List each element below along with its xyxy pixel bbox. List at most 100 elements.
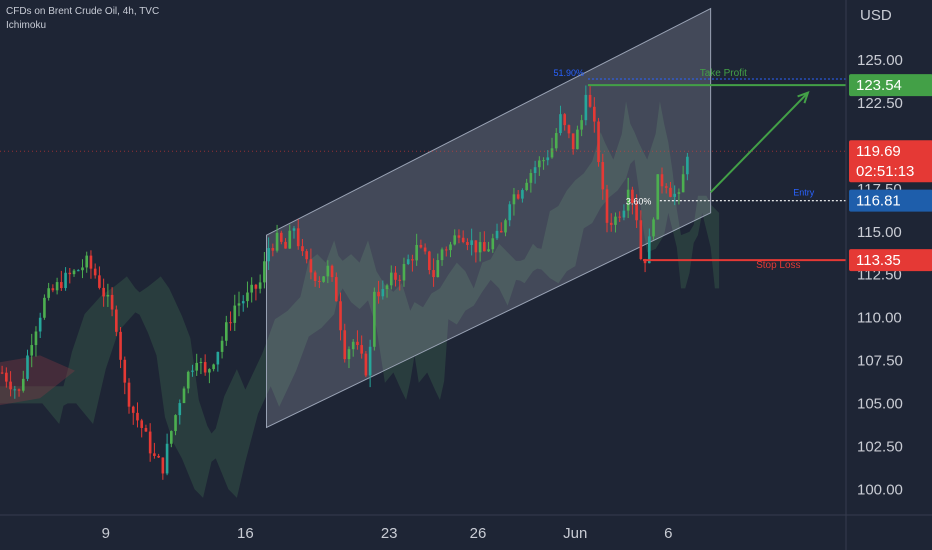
chart-title: CFDs on Brent Crude Oil, 4h, TVC xyxy=(6,6,160,17)
candle-body xyxy=(444,249,448,251)
candle-body xyxy=(195,362,199,371)
y-tick-label: 102.50 xyxy=(857,438,903,455)
candle-body xyxy=(85,255,89,268)
candle-body xyxy=(584,94,588,121)
indicator-label: Ichimoku xyxy=(6,20,47,31)
x-tick-label: 16 xyxy=(237,525,254,542)
candle-body xyxy=(309,259,313,273)
candle-body xyxy=(605,189,609,223)
current-price-tag-countdown: 02:51:13 xyxy=(856,163,914,180)
candle-body xyxy=(98,275,101,288)
candle-body xyxy=(182,388,186,404)
candle-body xyxy=(470,240,473,245)
candle-body xyxy=(212,364,215,370)
candle-body xyxy=(466,242,469,245)
candle-body xyxy=(389,272,393,286)
candle-body xyxy=(165,443,169,474)
candle-body xyxy=(550,148,554,158)
candle-body xyxy=(656,174,660,220)
entry-tag-text: 116.81 xyxy=(856,193,901,210)
candle-body xyxy=(487,249,490,252)
candle-body xyxy=(72,270,76,275)
candle-body xyxy=(250,284,253,293)
candle-body xyxy=(0,372,4,374)
candle-body xyxy=(161,457,165,474)
candle-body xyxy=(449,244,452,251)
y-tick-label: 110.00 xyxy=(857,310,902,327)
candle-body xyxy=(478,242,482,253)
candle-body xyxy=(601,162,605,190)
candle-body xyxy=(415,244,418,261)
candle-body xyxy=(567,125,571,134)
candle-body xyxy=(343,330,347,360)
candle-body xyxy=(326,265,330,277)
candle-body xyxy=(474,240,478,253)
candle-body xyxy=(453,235,457,245)
candle-body xyxy=(191,370,194,372)
candle-body xyxy=(631,189,634,204)
candle-body xyxy=(68,272,72,275)
candle-body xyxy=(144,427,148,432)
candle-body xyxy=(9,381,12,390)
candle-body xyxy=(288,230,292,249)
candle-body xyxy=(64,272,67,289)
candle-body xyxy=(263,261,266,283)
candle-body xyxy=(542,160,545,162)
candle-body xyxy=(504,220,507,233)
candle-body xyxy=(241,301,245,304)
entry-label: Entry xyxy=(793,188,815,198)
candle-body xyxy=(377,291,380,297)
candle-body xyxy=(533,167,537,174)
candle-body xyxy=(525,182,528,191)
candle-body xyxy=(119,331,122,360)
candle-body xyxy=(43,297,46,318)
candle-body xyxy=(461,237,465,243)
candle-body xyxy=(170,431,173,444)
candle-body xyxy=(93,268,97,276)
candle-body xyxy=(411,259,414,261)
candle-body xyxy=(102,287,105,297)
candle-body xyxy=(398,279,402,281)
candle-body xyxy=(136,412,139,421)
candle-body xyxy=(385,285,389,290)
candle-body xyxy=(318,281,321,283)
candle-body xyxy=(457,235,461,238)
candle-body xyxy=(508,204,512,221)
candle-body xyxy=(436,260,440,278)
candle-body xyxy=(30,345,34,356)
candle-body xyxy=(279,232,283,242)
candle-body xyxy=(284,241,287,249)
candle-body xyxy=(381,289,385,297)
candle-body xyxy=(21,378,25,391)
candle-body xyxy=(364,353,368,376)
candle-body xyxy=(559,114,562,134)
candle-body xyxy=(17,389,21,391)
candle-body xyxy=(618,216,622,218)
current-price-tag-text: 119.69 xyxy=(856,143,901,160)
candle-body xyxy=(115,309,118,332)
stop-loss-tag-text: 113.35 xyxy=(856,252,901,269)
candle-body xyxy=(614,216,617,225)
candle-body xyxy=(203,362,207,373)
candle-body xyxy=(368,346,372,376)
candle-body xyxy=(597,121,600,163)
candle-body xyxy=(406,259,410,265)
candle-body xyxy=(373,291,376,347)
candle-body xyxy=(292,228,296,231)
candle-body xyxy=(554,133,558,149)
candle-body xyxy=(89,255,93,269)
y-tick-label: 115.00 xyxy=(857,224,902,241)
candle-body xyxy=(546,157,550,161)
percent-label: 3.60% xyxy=(626,197,652,207)
channel-area xyxy=(265,7,712,429)
candle-body xyxy=(296,228,300,247)
candle-body xyxy=(622,210,626,218)
candle-body xyxy=(301,246,304,252)
candle-body xyxy=(516,194,520,199)
x-tick-label: 6 xyxy=(664,525,672,542)
projection-arrow-head xyxy=(797,91,810,104)
candle-body xyxy=(271,248,275,251)
candle-body xyxy=(127,382,131,407)
candle-body xyxy=(34,331,38,346)
